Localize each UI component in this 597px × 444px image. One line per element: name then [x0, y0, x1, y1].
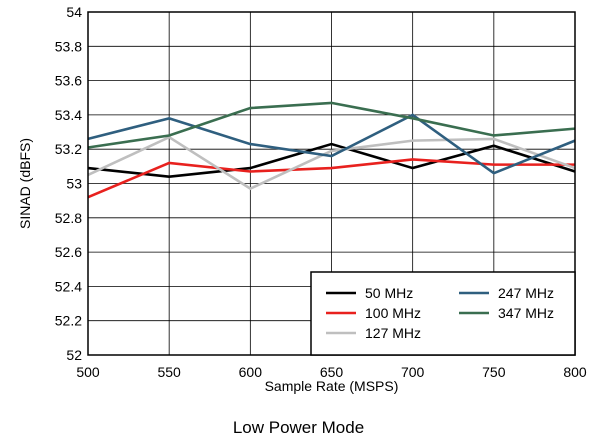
x-tick-label: 600 — [239, 364, 263, 380]
legend-label: 247 MHz — [498, 285, 554, 301]
y-tick-label: 54 — [66, 4, 82, 20]
x-tick-label: 750 — [482, 364, 506, 380]
series-line-127-mhz — [87, 135, 576, 191]
series-lines — [87, 101, 576, 199]
x-axis-label: Sample Rate (MSPS) — [265, 378, 399, 394]
legend-label: 50 MHz — [365, 285, 413, 301]
legend-label: 347 MHz — [498, 305, 554, 321]
y-tick-label: 53.4 — [55, 107, 82, 123]
x-tick-label: 650 — [320, 364, 344, 380]
y-tick-labels: 52 52.2 52.4 52.6 52.8 53 53.2 53.4 53.6 53.8 54 — [55, 4, 82, 363]
y-tick-label: 52.8 — [55, 210, 82, 226]
y-tick-label: 53.6 — [55, 73, 82, 89]
y-tick-label: 52 — [66, 347, 82, 363]
x-tick-label: 550 — [157, 364, 181, 380]
x-tick-label: 700 — [401, 364, 425, 380]
y-tick-label: 53 — [66, 176, 82, 192]
x-tick-label: 500 — [76, 364, 100, 380]
series-line-347-mhz — [87, 101, 576, 149]
series-line-50-mhz — [87, 142, 576, 178]
series-line-247-mhz — [87, 113, 576, 175]
y-tick-label: 52.6 — [55, 244, 82, 260]
x-tick-label: 800 — [563, 364, 587, 380]
y-axis-label: SINAD (dBFS) — [17, 138, 33, 229]
chart-caption: Low Power Mode — [232, 418, 365, 437]
y-tick-label: 53.2 — [55, 141, 82, 157]
y-tick-label: 52.4 — [55, 278, 82, 294]
x-tick-labels: 500 550 600 650 700 750 800 — [76, 364, 587, 380]
legend-label: 127 MHz — [365, 325, 421, 341]
legend-label: 100 MHz — [365, 305, 421, 321]
series-line-100-mhz — [87, 158, 575, 199]
y-tick-label: 53.8 — [55, 38, 82, 54]
legend: 50 MHz 100 MHz 127 MHz 247 MHz 347 MHz — [310, 271, 576, 356]
y-tick-label: 52.2 — [55, 313, 82, 329]
